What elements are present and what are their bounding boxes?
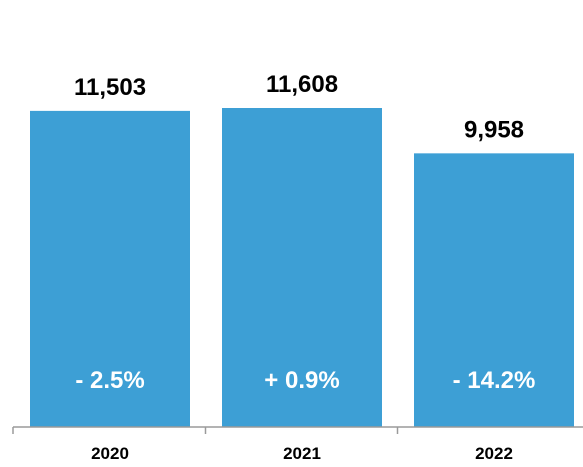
change-labels-group: - 2.5% + 0.9% - 14.2% <box>75 367 535 394</box>
change-label-2022: - 14.2% <box>453 367 536 394</box>
tick-label-2020: 2020 <box>91 444 129 463</box>
tick-label-2022: 2022 <box>475 444 513 463</box>
value-label-2020: 11,503 <box>74 74 146 101</box>
bar-2020 <box>30 110 190 428</box>
bar-2021 <box>222 108 382 427</box>
value-label-2021: 11,608 <box>266 71 338 98</box>
value-label-2022: 9,958 <box>464 116 524 143</box>
change-label-2021: + 0.9% <box>264 367 339 394</box>
bars-group <box>30 108 574 428</box>
x-axis <box>12 426 583 434</box>
change-label-2020: - 2.5% <box>75 367 144 394</box>
tick-labels-group: 2020 2021 2022 <box>91 444 513 463</box>
bar-2022 <box>414 153 574 427</box>
value-labels-group: 11,503 11,608 9,958 <box>74 71 524 143</box>
tick-label-2021: 2021 <box>283 444 321 463</box>
